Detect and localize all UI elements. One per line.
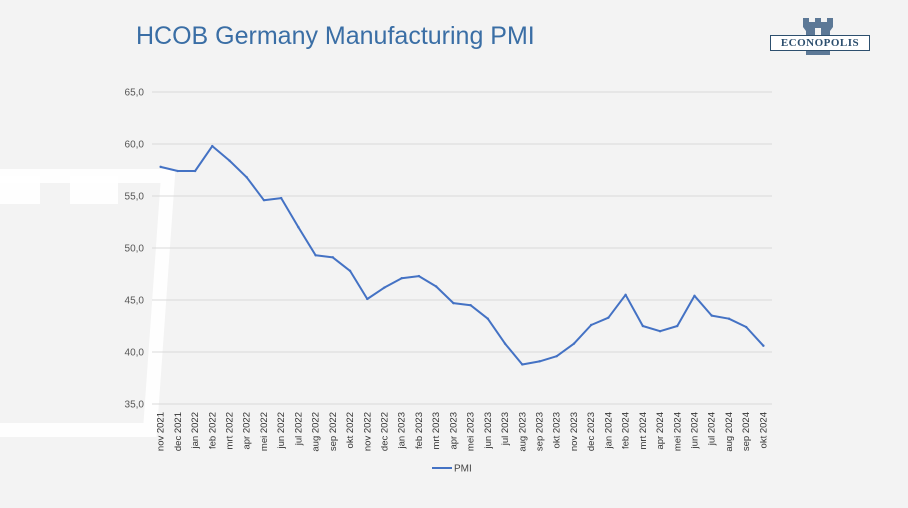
data-point [693, 294, 696, 298]
data-point [624, 293, 627, 296]
data-point [417, 274, 421, 278]
x-tick-label: dec 2022 [380, 412, 391, 451]
data-point [744, 325, 748, 329]
data-point [503, 342, 507, 345]
data-point [538, 360, 541, 363]
x-tick-label: jan 2022 [190, 412, 201, 449]
data-point [607, 316, 610, 319]
data-point [297, 226, 300, 229]
x-tick-label: okt 2024 [758, 412, 769, 448]
x-tick-label: aug 2022 [311, 412, 322, 452]
x-tick-label: sep 2022 [328, 412, 339, 451]
x-tick-label: nov 2023 [569, 412, 580, 451]
data-point [400, 276, 403, 280]
x-tick-label: mei 2023 [466, 412, 477, 451]
data-point [211, 144, 214, 148]
data-point [314, 254, 317, 257]
y-tick-label: 35,0 [125, 400, 145, 411]
x-tick-label: jun 2024 [690, 412, 701, 449]
x-tick-label: jul 2022 [293, 412, 304, 446]
chart-title: HCOB Germany Manufacturing PMI [136, 22, 535, 50]
x-tick-label: mei 2024 [672, 412, 683, 451]
data-point [572, 342, 576, 345]
x-tick-label: aug 2024 [724, 412, 735, 452]
logo-text: ECONOPOLIS [770, 35, 870, 51]
y-tick-label: 40,0 [125, 348, 145, 359]
x-tick-label: feb 2022 [207, 412, 218, 449]
data-point [366, 297, 369, 301]
data-point [469, 304, 472, 307]
x-tick-label: jun 2022 [276, 412, 287, 449]
x-tick-label: apr 2023 [448, 412, 459, 450]
data-point [262, 198, 266, 202]
x-tick-label: apr 2022 [242, 412, 253, 450]
x-tick-label: nov 2021 [156, 412, 167, 451]
x-tick-label: jan 2024 [603, 412, 614, 449]
x-tick-label: sep 2024 [741, 412, 752, 451]
x-tick-label: jun 2023 [483, 412, 494, 449]
x-tick-label: feb 2024 [621, 412, 632, 449]
x-tick-label: nov 2022 [362, 412, 373, 451]
x-tick-label: jan 2023 [397, 412, 408, 449]
x-tick-label: mrt 2024 [638, 412, 649, 450]
y-tick-label: 60,0 [125, 140, 145, 151]
y-tick-label: 45,0 [125, 296, 145, 307]
data-point [521, 363, 524, 366]
econopolis-logo: ECONOPOLIS [770, 16, 870, 58]
data-point [348, 269, 352, 273]
x-tick-label: jul 2023 [500, 412, 511, 446]
x-tick-label: okt 2023 [552, 412, 563, 448]
data-point [228, 159, 231, 162]
data-point [762, 344, 765, 347]
x-tick-label: mei 2022 [259, 412, 270, 451]
x-tick-label: apr 2024 [655, 412, 666, 450]
data-point [589, 323, 593, 327]
data-point [193, 169, 197, 173]
x-tick-label: feb 2023 [414, 412, 425, 449]
x-tick-label: okt 2022 [345, 412, 356, 448]
x-tick-label: dec 2023 [586, 412, 597, 451]
data-point [159, 165, 162, 169]
x-tick-label: jul 2024 [707, 412, 718, 446]
data-point [555, 354, 558, 358]
y-tick-label: 55,0 [125, 192, 145, 203]
data-point [641, 324, 645, 328]
x-tick-label: dec 2021 [173, 412, 184, 451]
legend-label: PMI [454, 464, 472, 475]
data-point [279, 196, 283, 200]
y-tick-label: 50,0 [125, 244, 145, 255]
data-point [383, 286, 386, 289]
series-line-pmi [160, 145, 765, 366]
data-point [434, 285, 438, 288]
data-point [727, 317, 731, 320]
data-point [176, 169, 180, 173]
x-tick-label: mrt 2023 [431, 412, 442, 450]
x-tick-label: aug 2023 [517, 412, 528, 452]
data-point [676, 324, 679, 328]
data-point [245, 176, 248, 179]
data-point [331, 256, 335, 259]
data-point [486, 317, 490, 320]
data-point [658, 330, 662, 333]
data-point [710, 314, 713, 317]
x-tick-label: mrt 2022 [225, 412, 236, 450]
data-point [452, 301, 455, 305]
y-tick-label: 65,0 [125, 88, 145, 99]
x-tick-label: sep 2023 [535, 412, 546, 451]
